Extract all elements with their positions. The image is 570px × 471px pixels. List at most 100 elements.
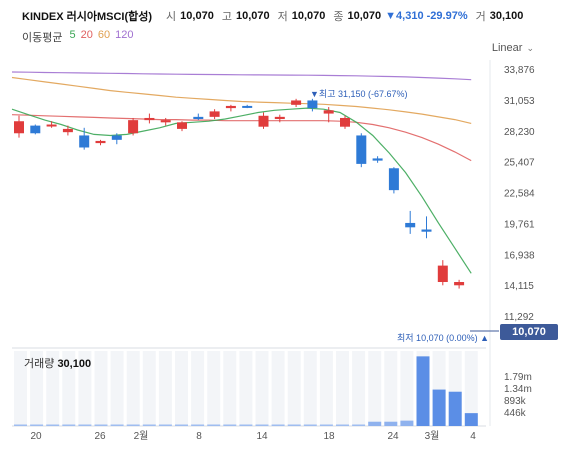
scale-selector[interactable]: Linear ⌄ bbox=[492, 42, 534, 54]
y-tick-label: 33,876 bbox=[504, 65, 535, 76]
volume-bar bbox=[368, 421, 382, 426]
volume-bar bbox=[158, 424, 172, 426]
ma-120-label[interactable]: 120 bbox=[115, 29, 134, 41]
close-label: 종 bbox=[333, 11, 344, 23]
volume-band bbox=[223, 351, 237, 426]
volume-band bbox=[287, 351, 301, 426]
ma-60-line bbox=[11, 76, 472, 124]
candle-body bbox=[14, 121, 24, 134]
x-tick-label: 4 bbox=[470, 431, 476, 442]
candle-body bbox=[454, 282, 465, 286]
y-tick-label: 14,115 bbox=[504, 281, 534, 292]
ma-5-label[interactable]: 5 bbox=[69, 29, 76, 41]
high-label: 고 bbox=[221, 11, 232, 23]
ma-5-line bbox=[11, 107, 472, 274]
volume-bar bbox=[255, 424, 269, 426]
volume-band bbox=[126, 351, 140, 426]
low-value: 10,070 bbox=[291, 10, 326, 22]
open-value: 10,070 bbox=[180, 10, 214, 22]
volume-band bbox=[46, 351, 60, 426]
candle-body bbox=[340, 117, 350, 127]
ma-20-label[interactable]: 20 bbox=[80, 29, 93, 41]
volume-tick-label: 1.79m bbox=[504, 372, 532, 383]
candle-body bbox=[177, 122, 187, 129]
ma-20-line bbox=[11, 114, 472, 162]
high-value: 10,070 bbox=[235, 10, 270, 22]
volume-band bbox=[255, 351, 269, 426]
volume-band bbox=[142, 351, 156, 426]
candle-body bbox=[258, 115, 269, 127]
candle-body bbox=[307, 100, 318, 109]
volume-band bbox=[191, 351, 205, 426]
candle-body bbox=[46, 124, 57, 127]
candle-body bbox=[160, 120, 171, 123]
volume-band bbox=[94, 351, 108, 426]
y-tick-label: 25,407 bbox=[504, 158, 535, 169]
volume-bar bbox=[207, 424, 221, 426]
y-tick-label: 16,938 bbox=[504, 250, 535, 261]
volume-tick-label: 893k bbox=[504, 396, 527, 407]
x-tick-label: 18 bbox=[323, 431, 335, 442]
x-tick-label: 3월 bbox=[425, 430, 440, 442]
volume-band bbox=[175, 351, 188, 426]
volume-panel-title: 거래량 30,100 bbox=[24, 355, 91, 371]
candle-body bbox=[372, 158, 383, 161]
chevron-down-icon: ⌄ bbox=[526, 42, 534, 53]
x-tick-label: 26 bbox=[94, 431, 106, 442]
volume-tick-label: 1.34m bbox=[504, 384, 532, 395]
volume-bar bbox=[287, 424, 301, 426]
volume-bar bbox=[319, 424, 333, 426]
volume-bar bbox=[46, 424, 60, 426]
low-label: 저 bbox=[277, 11, 288, 23]
volume-bar bbox=[271, 424, 285, 426]
y-tick-label: 31,053 bbox=[504, 96, 535, 107]
candle-body bbox=[291, 100, 302, 105]
y-tick-label: 28,230 bbox=[504, 127, 535, 138]
close-value: 10,070 bbox=[347, 10, 382, 22]
current-price-tag: 10,070 bbox=[500, 324, 558, 340]
volume-bar bbox=[110, 424, 124, 426]
candle-body bbox=[388, 168, 399, 191]
high-annotation: ▼최고 31,150 (-67.67%) bbox=[310, 89, 408, 99]
x-tick-label: 2월 bbox=[134, 430, 149, 442]
volume-bar bbox=[432, 389, 446, 426]
volume-bar bbox=[223, 424, 237, 426]
volume-band bbox=[271, 351, 285, 426]
ma-60-label[interactable]: 60 bbox=[97, 29, 111, 41]
volume-band bbox=[336, 351, 349, 426]
candle-body bbox=[405, 222, 416, 228]
volume-band bbox=[384, 351, 398, 426]
volume-value: 30,100 bbox=[489, 10, 524, 22]
candle-body bbox=[356, 135, 367, 164]
change-value: ▼4,310 -29.97% bbox=[385, 10, 468, 22]
volume-band bbox=[158, 351, 172, 426]
open-label: 시 bbox=[166, 11, 177, 23]
volume-bar bbox=[303, 424, 317, 426]
y-tick-label: 22,584 bbox=[504, 189, 535, 200]
volume-band bbox=[368, 351, 382, 426]
low-annotation: 최저 10,070 (0.00%) ▲ bbox=[397, 333, 489, 343]
volume-band bbox=[239, 351, 253, 426]
candle-body bbox=[62, 128, 73, 133]
volume-bar bbox=[336, 424, 349, 426]
volume-bar bbox=[400, 420, 414, 426]
candle-body bbox=[421, 229, 432, 232]
volume-band bbox=[303, 351, 317, 426]
candle-body bbox=[242, 105, 253, 108]
scale-label: Linear bbox=[491, 42, 523, 54]
volume-bar bbox=[464, 413, 478, 426]
volume-bar bbox=[175, 424, 188, 426]
volume-band bbox=[62, 351, 76, 426]
y-tick-label: 19,761 bbox=[504, 219, 535, 230]
candle-body bbox=[323, 110, 334, 114]
candle-body bbox=[128, 120, 139, 134]
volume-bar bbox=[94, 424, 108, 426]
volume-panel-label: 거래량 bbox=[24, 358, 55, 370]
candle-body bbox=[274, 116, 285, 120]
volume-bar bbox=[384, 421, 398, 426]
moving-average-legend: 이동평균 5 20 60 120 bbox=[22, 29, 133, 45]
volume-bar bbox=[62, 424, 76, 426]
x-tick-label: 14 bbox=[256, 431, 268, 442]
quote-header: KINDEX 러시아MSCI(합성) 시 10,070 고 10,070 저 1… bbox=[22, 6, 523, 26]
